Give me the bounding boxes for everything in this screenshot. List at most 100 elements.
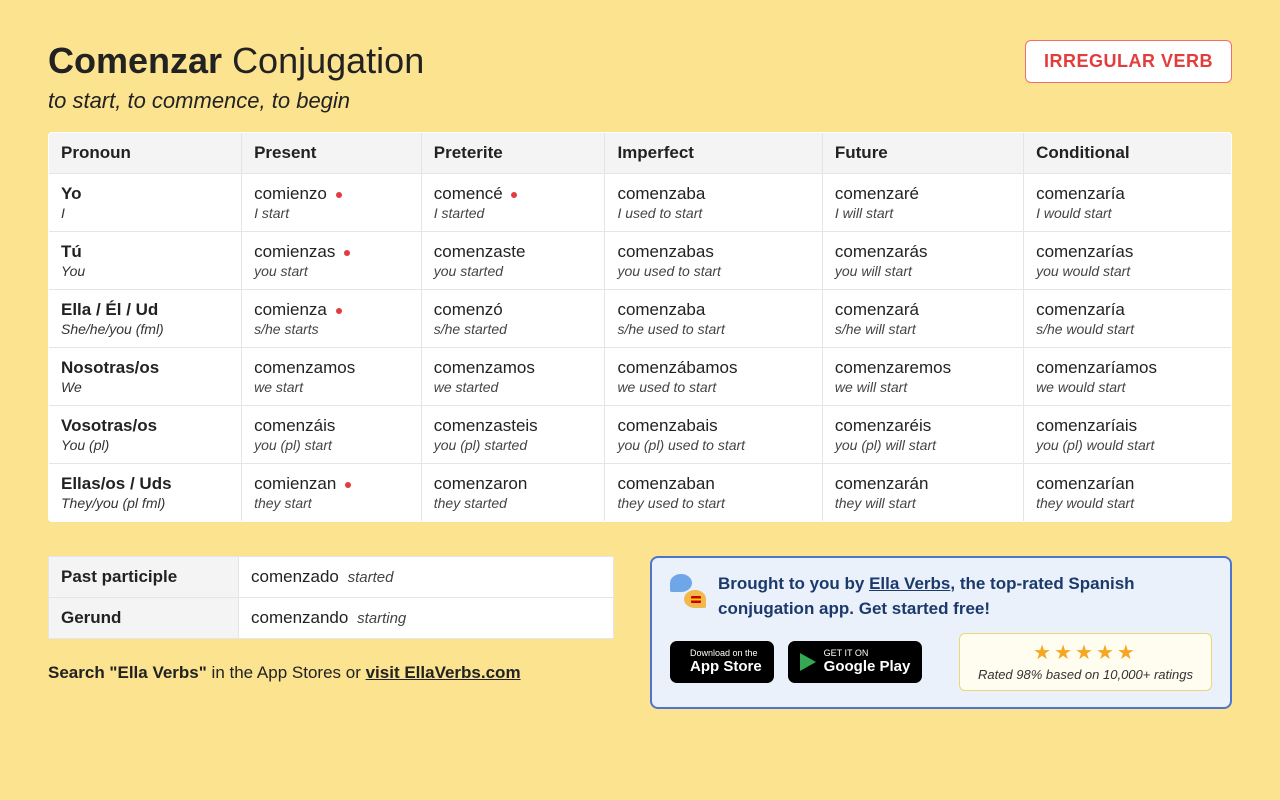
form-main: comenzaríamos <box>1036 358 1219 378</box>
play-big: Google Play <box>824 659 911 676</box>
conjugation-table: PronounPresentPreteriteImperfectFutureCo… <box>48 132 1232 522</box>
form-cell: comienzas you start <box>242 232 422 290</box>
pronoun-main: Yo <box>61 184 229 204</box>
pronoun-gloss: You (pl) <box>61 437 229 453</box>
form-gloss: I started <box>434 205 593 221</box>
title-verb: Comenzar <box>48 40 222 81</box>
search-note-rest: in the App Stores or <box>207 663 366 682</box>
form-gloss: you will start <box>835 263 1011 279</box>
col-header: Future <box>822 133 1023 174</box>
form-gloss: you (pl) started <box>434 437 593 453</box>
form-main: comenzábamos <box>617 358 809 378</box>
search-note: Search "Ella Verbs" in the App Stores or… <box>48 663 614 683</box>
rating-text: Rated 98% based on 10,000+ ratings <box>978 667 1193 682</box>
form-main: comienzas <box>254 242 409 262</box>
form-main: comenzarían <box>1036 474 1219 494</box>
form-cell: comencé I started <box>421 174 605 232</box>
form-gloss: s/he used to start <box>617 321 809 337</box>
pronoun-main: Ellas/os / Uds <box>61 474 229 494</box>
form-gloss: we used to start <box>617 379 809 395</box>
form-cell: comenzarás you will start <box>822 232 1023 290</box>
form-gloss: they would start <box>1036 495 1219 511</box>
pronoun-main: Vosotras/os <box>61 416 229 436</box>
form-cell: comenzamos we started <box>421 348 605 406</box>
form-main: comenzaremos <box>835 358 1011 378</box>
form-cell: comenzaban they used to start <box>605 464 822 522</box>
form-cell: comenzaste you started <box>421 232 605 290</box>
pronoun-gloss: You <box>61 263 229 279</box>
form-main: comenzáis <box>254 416 409 436</box>
form-gloss: we start <box>254 379 409 395</box>
form-cell: comenzaréis you (pl) will start <box>822 406 1023 464</box>
ellaverbs-link[interactable]: visit EllaVerbs.com <box>366 663 521 682</box>
irregular-dot-icon <box>336 192 342 198</box>
promo-text: Brought to you by Ella Verbs, the top-ra… <box>718 572 1212 621</box>
form-cell: comenzasteis you (pl) started <box>421 406 605 464</box>
form-main: comenzaba <box>617 300 809 320</box>
form-main: comenzamos <box>254 358 409 378</box>
form-gloss: you start <box>254 263 409 279</box>
participle-value: comenzando starting <box>239 598 614 639</box>
pronoun-cell: Ella / Él / UdShe/he/you (fml) <box>49 290 242 348</box>
form-gloss: we started <box>434 379 593 395</box>
form-cell: comenzaré I will start <box>822 174 1023 232</box>
form-cell: comenzamos we start <box>242 348 422 406</box>
promo-link[interactable]: Ella Verbs <box>869 574 950 593</box>
form-main: comenzaba <box>617 184 809 204</box>
form-main: comenzarías <box>1036 242 1219 262</box>
participle-label: Past participle <box>49 557 239 598</box>
form-main: comenzaban <box>617 474 809 494</box>
participle-gloss: starting <box>357 610 406 627</box>
form-gloss: I start <box>254 205 409 221</box>
pronoun-gloss: We <box>61 379 229 395</box>
form-gloss: they used to start <box>617 495 809 511</box>
promo-box: Brought to you by Ella Verbs, the top-ra… <box>650 556 1232 709</box>
pronoun-main: Ella / Él / Ud <box>61 300 229 320</box>
participle-row: Past participlecomenzado started <box>49 557 614 598</box>
form-main: comenzará <box>835 300 1011 320</box>
form-cell: comenzó s/he started <box>421 290 605 348</box>
subtitle: to start, to commence, to begin <box>48 88 424 114</box>
form-gloss: we would start <box>1036 379 1219 395</box>
irregular-dot-icon <box>511 192 517 198</box>
form-main: comencé <box>434 184 593 204</box>
form-main: comienza <box>254 300 409 320</box>
form-gloss: you (pl) start <box>254 437 409 453</box>
participle-gloss: started <box>348 569 394 586</box>
pronoun-cell: Nosotras/osWe <box>49 348 242 406</box>
form-gloss: you (pl) used to start <box>617 437 809 453</box>
form-cell: comenzábamos we used to start <box>605 348 822 406</box>
form-cell: comenzarían they would start <box>1024 464 1232 522</box>
title-rest: Conjugation <box>232 40 424 81</box>
form-main: comenzaréis <box>835 416 1011 436</box>
col-header: Conditional <box>1024 133 1232 174</box>
pronoun-cell: Vosotras/osYou (pl) <box>49 406 242 464</box>
form-cell: comenzaríamos we would start <box>1024 348 1232 406</box>
form-cell: comienzan they start <box>242 464 422 522</box>
form-cell: comenzará s/he will start <box>822 290 1023 348</box>
form-gloss: you (pl) will start <box>835 437 1011 453</box>
form-cell: comenzaríais you (pl) would start <box>1024 406 1232 464</box>
form-cell: comenzaba I used to start <box>605 174 822 232</box>
promo-prefix: Brought to you by <box>718 574 869 593</box>
page-title: Comenzar Conjugation <box>48 40 424 82</box>
form-gloss: we will start <box>835 379 1011 395</box>
form-gloss: they started <box>434 495 593 511</box>
form-cell: comenzabais you (pl) used to start <box>605 406 822 464</box>
table-row: YoIcomienzo I startcomencé I startedcome… <box>49 174 1232 232</box>
irregular-badge: IRREGULAR VERB <box>1025 40 1232 83</box>
irregular-dot-icon <box>344 250 350 256</box>
col-header: Preterite <box>421 133 605 174</box>
google-play-button[interactable]: GET IT ON Google Play <box>788 641 923 683</box>
table-row: Nosotras/osWecomenzamos we startcomenzam… <box>49 348 1232 406</box>
form-gloss: you started <box>434 263 593 279</box>
form-gloss: I will start <box>835 205 1011 221</box>
pronoun-main: Nosotras/os <box>61 358 229 378</box>
form-main: comenzabais <box>617 416 809 436</box>
pronoun-gloss: She/he/you (fml) <box>61 321 229 337</box>
form-main: comenzaré <box>835 184 1011 204</box>
col-header: Pronoun <box>49 133 242 174</box>
irregular-dot-icon <box>336 308 342 314</box>
form-cell: comenzarán they will start <box>822 464 1023 522</box>
app-store-button[interactable]: Download on the App Store <box>670 641 774 683</box>
